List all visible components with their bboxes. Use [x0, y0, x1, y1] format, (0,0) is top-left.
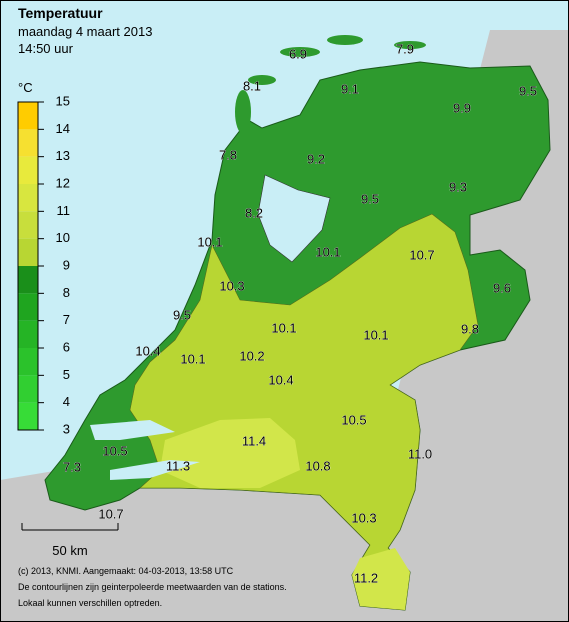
legend-swatch	[18, 266, 38, 294]
legend-swatch	[18, 129, 38, 157]
station-value: 9.1	[341, 81, 359, 96]
station-value: 10.1	[197, 234, 222, 249]
station-value: 10.4	[135, 343, 160, 358]
scale-label: 50 km	[52, 543, 87, 558]
footer-line: De contourlijnen zijn geinterpoleerde me…	[18, 582, 287, 592]
station-value: 9.3	[449, 179, 467, 194]
legend-tick-label: 14	[56, 121, 70, 136]
station-value: 9.8	[461, 321, 479, 336]
station-value: 6.9	[289, 46, 307, 61]
station-value: 11.3	[166, 458, 190, 473]
legend-tick-label: 12	[56, 175, 70, 190]
station-value: 10.3	[219, 278, 244, 293]
station-value: 10.1	[180, 351, 205, 366]
station-value: 10.2	[239, 348, 264, 363]
station-value: 9.5	[519, 83, 537, 98]
estuary	[110, 460, 200, 480]
station-value: 10.8	[305, 458, 330, 473]
station-value: 10.1	[363, 327, 388, 342]
legend-swatch	[18, 402, 38, 430]
station-value: 10.1	[271, 320, 296, 335]
legend-tick-label: 15	[56, 93, 70, 108]
station-value: 11.0	[408, 446, 432, 461]
station-value: 9.9	[453, 100, 471, 115]
station-value: 11.2	[354, 570, 378, 585]
legend-swatch	[18, 184, 38, 212]
legend-swatch	[18, 238, 38, 266]
legend-tick-label: 9	[63, 257, 70, 272]
legend-swatch	[18, 375, 38, 403]
footer-line: Lokaal kunnen verschillen optreden.	[18, 598, 162, 608]
legend-swatch	[18, 348, 38, 376]
unit: °C	[18, 80, 33, 95]
station-value: 9.5	[361, 191, 379, 206]
island	[248, 75, 276, 85]
station-value: 9.5	[173, 307, 191, 322]
station-value: 10.1	[315, 244, 340, 259]
legend-swatch	[18, 211, 38, 239]
land-above-11	[160, 418, 300, 488]
station-value: 8.2	[245, 205, 263, 220]
ijsselmeer	[257, 174, 331, 263]
island	[280, 47, 320, 57]
date: maandag 4 maart 2013	[18, 24, 152, 39]
station-value: 7.9	[396, 41, 414, 56]
time: 14:50 uur	[18, 41, 74, 56]
legend-tick-label: 6	[63, 339, 70, 354]
station-value: 10.3	[351, 510, 376, 525]
station-value: 10.7	[409, 247, 434, 262]
legend-tick-label: 10	[56, 230, 70, 245]
station-value: 11.4	[242, 433, 266, 448]
station-value: 10.7	[98, 506, 123, 521]
footer-line: (c) 2013, KNMI. Aangemaakt: 04-03-2013, …	[18, 566, 234, 576]
legend-tick-label: 3	[63, 421, 70, 436]
legend: 3 4 5 6 7 8 9 10 11 12 13 14 15	[17, 93, 71, 436]
estuary	[90, 420, 175, 440]
station-value: 9.2	[307, 151, 325, 166]
legend-swatch	[18, 156, 38, 184]
legend-tick-label: 13	[56, 148, 70, 163]
island	[327, 35, 363, 45]
station-value: 7.8	[219, 147, 237, 162]
legend-swatch	[18, 102, 38, 130]
island	[394, 41, 426, 49]
neighbour-land	[0, 30, 569, 622]
legend-tick-label: 11	[57, 203, 71, 218]
legend-tick-label: 8	[63, 285, 70, 300]
legend-tick-label: 5	[63, 367, 70, 382]
stations: 6.9 7.9 8.1 9.1 9.5 9.9 7.8 9.2 9.5 9.3 8.2 10.1 10.…	[63, 41, 538, 586]
station-value: 10.5	[102, 443, 127, 458]
legend-swatch	[18, 293, 38, 321]
island	[235, 90, 251, 134]
legend-tick-label: 4	[63, 394, 70, 409]
station-value: 9.6	[493, 280, 511, 295]
legend-tick-label: 7	[63, 312, 70, 327]
legend-swatch	[18, 320, 38, 348]
station-value: 7.3	[63, 459, 81, 474]
land-above-11	[352, 548, 410, 610]
station-value: 8.1	[243, 78, 261, 93]
station-value: 10.5	[341, 412, 366, 427]
title: Temperatuur	[18, 5, 103, 21]
station-value: 10.4	[268, 372, 293, 387]
